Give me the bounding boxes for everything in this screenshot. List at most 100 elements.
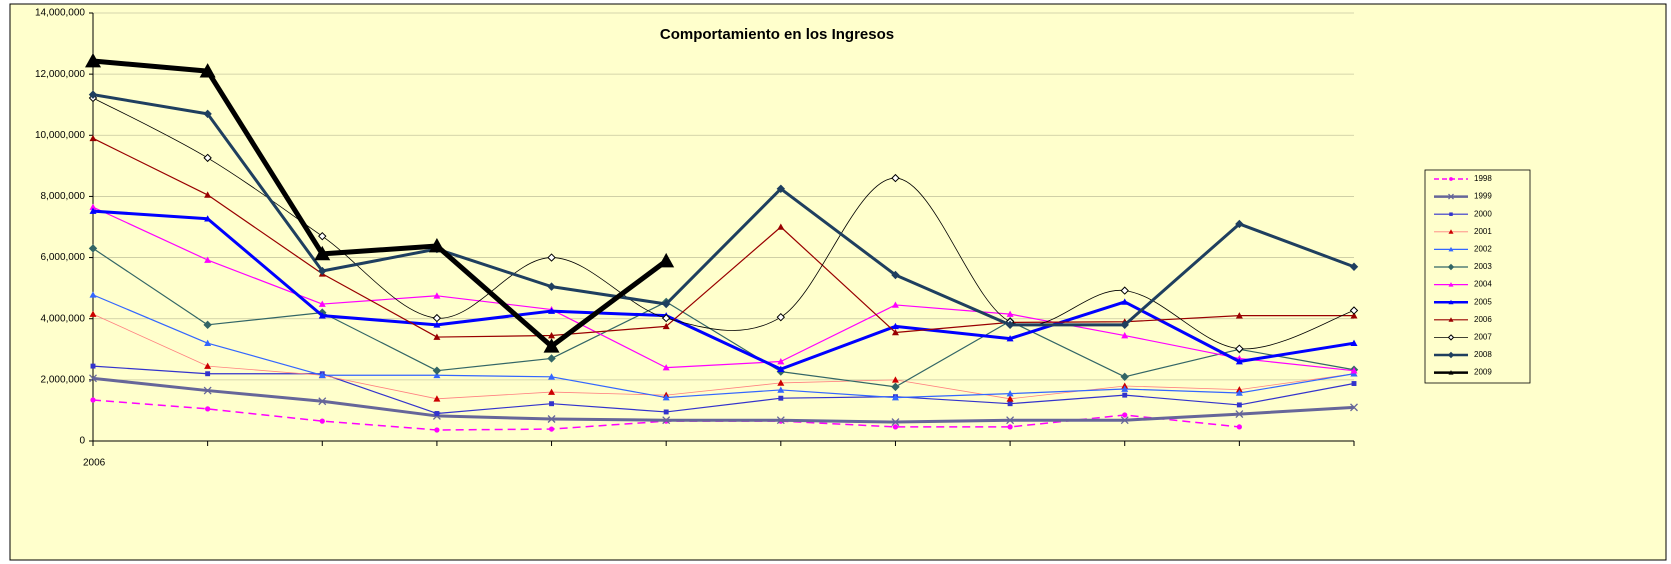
- point: [432, 313, 442, 323]
- legend-marker: [1449, 212, 1453, 216]
- legend-marker: [1447, 334, 1455, 341]
- point: [891, 418, 900, 427]
- point: [1006, 416, 1015, 425]
- legend-marker: [1449, 177, 1453, 181]
- chart-title: Comportamiento en los Ingresos: [660, 26, 894, 43]
- point: [1007, 424, 1013, 430]
- y-tick-label: 8,000,000: [41, 191, 86, 202]
- legend-label: 2009: [1474, 368, 1492, 377]
- legend-label: 2001: [1474, 227, 1492, 236]
- point: [89, 374, 97, 383]
- series-line: [92, 209, 1355, 371]
- legend-marker: [1448, 299, 1454, 305]
- point: [1007, 401, 1013, 407]
- point: [199, 63, 216, 78]
- series-line: [92, 137, 1354, 338]
- point: [204, 339, 212, 346]
- point: [658, 252, 675, 268]
- point: [661, 313, 671, 323]
- point: [1351, 381, 1357, 386]
- point: [776, 312, 786, 322]
- y-tick-label: 6,000,000: [41, 252, 86, 263]
- point: [433, 395, 441, 402]
- series-line: [92, 313, 1355, 400]
- point: [891, 270, 900, 280]
- point: [891, 173, 900, 183]
- point: [1121, 385, 1129, 392]
- legend-marker: [1447, 263, 1455, 271]
- point: [1235, 344, 1244, 353]
- point: [891, 382, 900, 392]
- point: [777, 379, 785, 386]
- point: [549, 401, 554, 407]
- point: [434, 411, 440, 416]
- point: [1350, 312, 1358, 319]
- point: [1235, 386, 1243, 393]
- point: [1349, 262, 1359, 271]
- legend-label: 1998: [1474, 174, 1492, 183]
- point: [205, 371, 211, 377]
- point: [661, 299, 671, 309]
- point: [663, 409, 669, 415]
- point: [318, 300, 326, 307]
- point: [204, 215, 212, 222]
- legend-marker: [1448, 282, 1454, 287]
- point: [90, 363, 96, 369]
- legend-label: 2000: [1474, 209, 1492, 218]
- point: [89, 291, 97, 298]
- legend-label: 2005: [1474, 297, 1492, 306]
- legend-label: 2007: [1474, 333, 1492, 342]
- point: [203, 109, 212, 119]
- point: [318, 312, 326, 319]
- point: [1236, 402, 1242, 408]
- point: [1121, 332, 1129, 339]
- point: [89, 310, 97, 317]
- point: [318, 231, 327, 241]
- y-tick-label: 12,000,000: [35, 69, 85, 80]
- y-tick-label: 0: [79, 436, 85, 447]
- point: [1122, 412, 1128, 418]
- point: [548, 332, 556, 339]
- point: [891, 376, 899, 383]
- point: [90, 397, 96, 403]
- point: [1350, 339, 1358, 346]
- legend-marker: [1448, 193, 1454, 200]
- point: [1005, 320, 1015, 330]
- point: [776, 184, 786, 193]
- series-line: [92, 294, 1355, 399]
- point: [1006, 395, 1014, 402]
- point: [203, 153, 212, 163]
- point: [1235, 389, 1243, 396]
- point: [777, 358, 785, 365]
- point: [89, 203, 97, 210]
- point: [891, 322, 899, 330]
- legend-marker: [1448, 229, 1454, 234]
- legend-marker: [1448, 317, 1454, 322]
- legend-label: 2003: [1474, 262, 1492, 271]
- chart-area: [9, 3, 1667, 561]
- series-line: [92, 58, 668, 349]
- point: [1350, 367, 1358, 374]
- point: [434, 427, 440, 433]
- legend-label: 1999: [1474, 192, 1492, 201]
- series-line: [92, 376, 1355, 424]
- point: [318, 371, 326, 379]
- series-line: [92, 247, 1355, 388]
- legend-label: 2002: [1474, 245, 1492, 254]
- point: [548, 307, 556, 314]
- point: [89, 134, 97, 142]
- point: [318, 397, 327, 406]
- point: [547, 415, 556, 423]
- point: [1006, 390, 1014, 397]
- point: [547, 253, 556, 262]
- point: [89, 207, 97, 214]
- point: [1120, 372, 1129, 382]
- point: [891, 328, 899, 336]
- point: [1350, 403, 1358, 412]
- point: [1122, 392, 1128, 398]
- y-tick-label: 14,000,000: [35, 8, 85, 19]
- point: [314, 245, 331, 261]
- point: [662, 416, 671, 425]
- point: [85, 52, 101, 68]
